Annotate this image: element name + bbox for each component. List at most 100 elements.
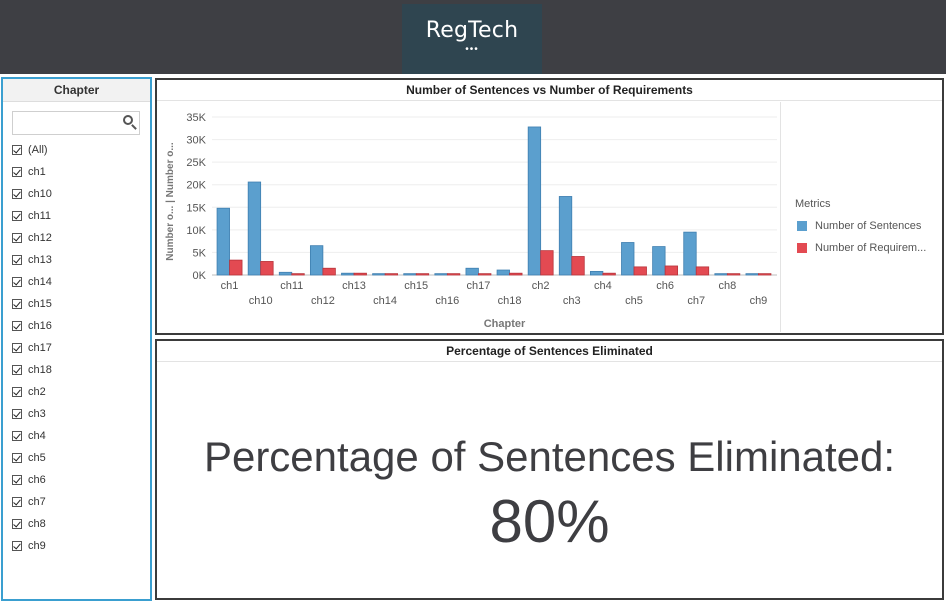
bar-requirements — [726, 273, 741, 276]
bar-requirements — [229, 259, 243, 276]
filter-item[interactable]: ch11 — [12, 205, 52, 227]
legend-swatch-sentences — [797, 221, 807, 231]
x-tick-label: ch1 — [221, 280, 239, 292]
x-tick-label: ch13 — [342, 280, 366, 292]
x-tick-label: ch18 — [498, 295, 522, 307]
checkbox-checked-icon[interactable] — [12, 299, 22, 309]
filter-item-label: ch10 — [28, 188, 52, 200]
filter-item-label: ch9 — [28, 540, 46, 552]
checkbox-checked-icon[interactable] — [12, 189, 22, 199]
filter-item[interactable]: ch15 — [12, 293, 52, 315]
checkbox-checked-icon[interactable] — [12, 277, 22, 287]
checkbox-checked-icon[interactable] — [12, 541, 22, 551]
chart-panel: Number of Sentences vs Number of Require… — [155, 78, 944, 335]
filter-search-input[interactable] — [12, 111, 140, 135]
filter-item[interactable]: ch4 — [12, 425, 52, 447]
filter-item[interactable]: ch17 — [12, 337, 52, 359]
kpi-title: Percentage of Sentences Eliminated — [157, 341, 942, 362]
filter-list: (All) ch1 ch10 ch11 ch12 ch13 ch14 ch15 ch16 ch17… — [12, 139, 52, 557]
filter-item[interactable]: ch10 — [12, 183, 52, 205]
kpi-value: 80% — [489, 488, 610, 555]
bar-sentences — [496, 269, 510, 276]
y-tick-label: 0K — [193, 270, 207, 282]
filter-item[interactable]: ch14 — [12, 271, 52, 293]
checkbox-checked-icon[interactable] — [12, 145, 22, 155]
more-dots-icon[interactable]: ••• — [465, 44, 479, 55]
legend-item-requirements[interactable]: Number of Requirem... — [797, 242, 926, 254]
filter-title: Chapter — [3, 79, 150, 102]
bar-requirements — [602, 272, 616, 276]
x-tick-label: ch8 — [718, 280, 736, 292]
x-axis-title: Chapter — [484, 318, 526, 330]
checkbox-checked-icon[interactable] — [12, 365, 22, 375]
x-tick-label: ch10 — [249, 295, 273, 307]
bar-sentences — [403, 273, 417, 276]
filter-item[interactable]: ch12 — [12, 227, 52, 249]
x-tick-label: ch15 — [404, 280, 428, 292]
filter-item[interactable]: ch5 — [12, 447, 52, 469]
checkbox-checked-icon[interactable] — [12, 519, 22, 529]
bar-requirements — [260, 261, 274, 276]
y-tick-label: 10K — [186, 225, 206, 237]
filter-item-label: ch2 — [28, 386, 46, 398]
filter-item-label: ch1 — [28, 166, 46, 178]
checkbox-checked-icon[interactable] — [12, 321, 22, 331]
brand-logo[interactable]: RegTech ••• — [402, 4, 542, 74]
x-tick-label: ch9 — [750, 295, 768, 307]
checkbox-checked-icon[interactable] — [12, 387, 22, 397]
filter-item-label: ch13 — [28, 254, 52, 266]
bar-sentences — [652, 246, 666, 276]
filter-item-label: ch5 — [28, 452, 46, 464]
bar-sentences — [247, 181, 262, 276]
y-tick-label: 20K — [186, 180, 206, 192]
chart-title: Number of Sentences vs Number of Require… — [157, 80, 942, 101]
filter-item[interactable]: ch13 — [12, 249, 52, 271]
x-tick-label: ch3 — [563, 295, 581, 307]
y-tick-label: 25K — [186, 157, 206, 169]
y-tick-label: 30K — [186, 135, 206, 147]
checkbox-checked-icon[interactable] — [12, 475, 22, 485]
filter-item-label: ch14 — [28, 276, 52, 288]
bar-requirements — [384, 273, 399, 276]
filter-item[interactable]: ch7 — [12, 491, 52, 513]
checkbox-checked-icon[interactable] — [12, 255, 22, 265]
filter-item[interactable]: ch2 — [12, 381, 52, 403]
bar-sentences — [341, 272, 355, 276]
x-tick-label: ch11 — [280, 280, 303, 292]
y-axis-title: Number o... | Number o... — [165, 142, 176, 261]
filter-item[interactable]: ch3 — [12, 403, 52, 425]
checkbox-checked-icon[interactable] — [12, 167, 22, 177]
filter-item[interactable]: ch1 — [12, 161, 52, 183]
bar-sentences — [683, 231, 697, 276]
legend-item-sentences[interactable]: Number of Sentences — [797, 220, 921, 232]
filter-item-label: ch11 — [28, 210, 52, 222]
filter-item-label: ch17 — [28, 342, 52, 354]
legend-title: Metrics — [795, 198, 831, 210]
checkbox-checked-icon[interactable] — [12, 233, 22, 243]
filter-item[interactable]: ch8 — [12, 513, 52, 535]
checkbox-checked-icon[interactable] — [12, 409, 22, 419]
bar-requirements — [695, 266, 710, 276]
filter-item[interactable]: ch16 — [12, 315, 52, 337]
legend-label-sentences: Number of Sentences — [815, 220, 922, 232]
search-icon[interactable] — [123, 115, 133, 125]
x-tick-label: ch14 — [373, 295, 397, 307]
bar-requirements — [664, 265, 679, 276]
checkbox-checked-icon[interactable] — [12, 431, 22, 441]
bar-chart: 0K 5K 10K 15K 20K 25K 30K 35K ch1 ch10 ch11 ch12 ch1… — [165, 112, 777, 330]
bar-requirements — [322, 267, 336, 276]
checkbox-checked-icon[interactable] — [12, 453, 22, 463]
kpi-label: Percentage of Sentences Eliminated: — [203, 433, 896, 480]
bar-sentences — [589, 270, 604, 276]
filter-item[interactable]: ch6 — [12, 469, 52, 491]
checkbox-checked-icon[interactable] — [12, 211, 22, 221]
filter-item[interactable]: (All) — [12, 139, 52, 161]
filter-item[interactable]: ch18 — [12, 359, 52, 381]
filter-item[interactable]: ch9 — [12, 535, 52, 557]
filter-item-label: ch15 — [28, 298, 52, 310]
bar-requirements — [509, 272, 523, 276]
bar-sentences — [527, 126, 542, 276]
checkbox-checked-icon[interactable] — [12, 497, 22, 507]
bar-requirements — [633, 266, 647, 276]
checkbox-checked-icon[interactable] — [12, 343, 22, 353]
